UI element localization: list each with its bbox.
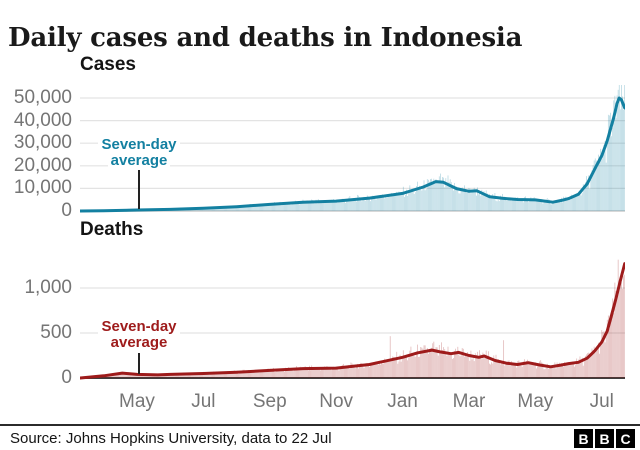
cases-y-tick-label: 10,000 (13, 177, 72, 199)
cases-annotation-pointer-line (138, 170, 140, 209)
annotation-line1: Seven-day (98, 137, 180, 153)
deaths-annotation-pointer-line (138, 353, 140, 374)
source-attribution: Source: Johns Hopkins University, data t… (10, 430, 332, 447)
footer-divider (0, 424, 640, 426)
cases-y-tick-label: 0 (61, 200, 72, 221)
deaths-plot-area (80, 259, 625, 380)
x-tick-label-jul: Jul (191, 391, 216, 412)
annotation-line1: Seven-day (98, 319, 180, 335)
cases-daily-bars (81, 85, 625, 211)
x-tick-label-nov: Nov (319, 391, 354, 412)
x-tick-label-jul: Jul (589, 391, 614, 412)
x-tick-label-jan: Jan (387, 391, 418, 412)
deaths-chart-title: Deaths (80, 219, 144, 240)
x-tick-label-sep: Sep (252, 391, 287, 412)
bbc-logo-block-c: C (616, 429, 635, 448)
annotation-line2: average (107, 153, 171, 169)
cases-y-tick-label: 40,000 (13, 109, 72, 131)
bbc-logo: B B C (574, 429, 635, 448)
deaths-y-tick-label: 500 (40, 322, 72, 343)
cases-y-tick-label: 50,000 (13, 86, 72, 108)
cases-y-tick-label: 30,000 (13, 132, 72, 154)
deaths-seven-day-average-annotation: Seven-day average (84, 319, 194, 351)
page-title: Daily cases and deaths in Indonesia (8, 23, 523, 54)
deaths-seven-day-average-line (80, 262, 625, 380)
x-tick-label-mar: Mar (452, 391, 486, 412)
deaths-y-tick-label: 0 (61, 367, 72, 388)
deaths-y-tick-label: 1,000 (24, 277, 72, 298)
cases-chart-title: Cases (80, 54, 136, 75)
x-tick-label-may: May (517, 391, 554, 412)
annotation-line2: average (107, 335, 171, 351)
cases-plot-area (80, 85, 625, 213)
cases-seven-day-average-annotation: Seven-day average (84, 137, 194, 169)
bbc-logo-block-b2: B (595, 429, 614, 448)
x-tick-label-may: May (119, 391, 155, 412)
cases-y-tick-label: 20,000 (13, 154, 72, 176)
bbc-logo-block-b1: B (574, 429, 593, 448)
cases-seven-day-average-line (80, 96, 625, 213)
